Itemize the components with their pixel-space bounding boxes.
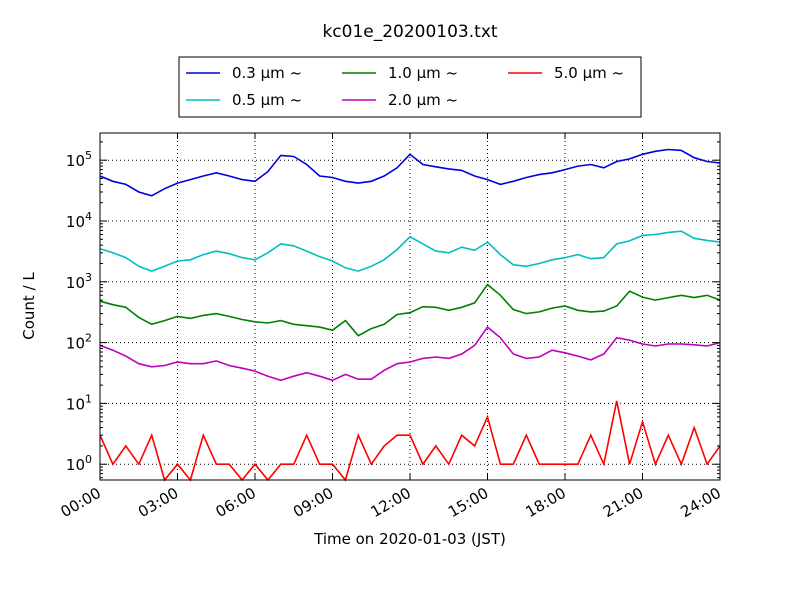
x-tick-label: 24:00 bbox=[678, 484, 724, 521]
x-tick-label: 15:00 bbox=[445, 484, 491, 521]
series-line-2 bbox=[99, 230, 721, 272]
x-axis-label: Time on 2020-01-03 (JST) bbox=[313, 530, 506, 548]
series-line-1 bbox=[99, 148, 721, 197]
y-tick-label: 102 bbox=[66, 332, 92, 353]
series-line-4 bbox=[99, 325, 721, 382]
x-tick-label: 12:00 bbox=[368, 484, 414, 521]
y-tick-label: 103 bbox=[66, 271, 92, 292]
legend-label: 5.0 μm ~ bbox=[554, 64, 624, 82]
plot-series bbox=[99, 148, 721, 482]
x-tick-label: 21:00 bbox=[600, 484, 646, 521]
y-axis-tick-labels: 100 101 102 103 104 105 bbox=[66, 149, 92, 474]
y-tick-label: 100 bbox=[66, 453, 92, 474]
x-tick-label: 09:00 bbox=[290, 484, 336, 521]
series-line-5 bbox=[99, 400, 721, 482]
grid bbox=[100, 133, 720, 480]
x-tick-label: 00:00 bbox=[58, 484, 104, 521]
legend-label: 0.3 μm ~ bbox=[232, 64, 302, 82]
series-line-3 bbox=[99, 283, 721, 337]
axis-ticks bbox=[99, 133, 721, 480]
y-tick-label: 105 bbox=[66, 149, 92, 170]
legend-label: 2.0 μm ~ bbox=[388, 91, 458, 109]
x-tick-label: 06:00 bbox=[213, 484, 259, 521]
legend-label: 0.5 μm ~ bbox=[232, 91, 302, 109]
y-tick-label: 104 bbox=[66, 210, 92, 231]
x-axis-tick-labels: 00:00 03:00 06:00 09:00 12:00 15:00 18:00 21:00… bbox=[58, 484, 724, 521]
x-tick-label: 18:00 bbox=[523, 484, 569, 521]
legend: 0.3 μm ~ 0.5 μm ~ 1.0 μm ~ 2.0 μm ~ 5.0 μm ~ bbox=[178, 56, 642, 118]
legend-frame bbox=[178, 56, 642, 118]
legend-label: 1.0 μm ~ bbox=[388, 64, 458, 82]
x-tick-label: 03:00 bbox=[135, 484, 181, 521]
chart-title: kc01e_20200103.txt bbox=[322, 22, 497, 42]
y-tick-label: 101 bbox=[66, 392, 92, 413]
y-axis-label: Count / L bbox=[20, 272, 38, 340]
